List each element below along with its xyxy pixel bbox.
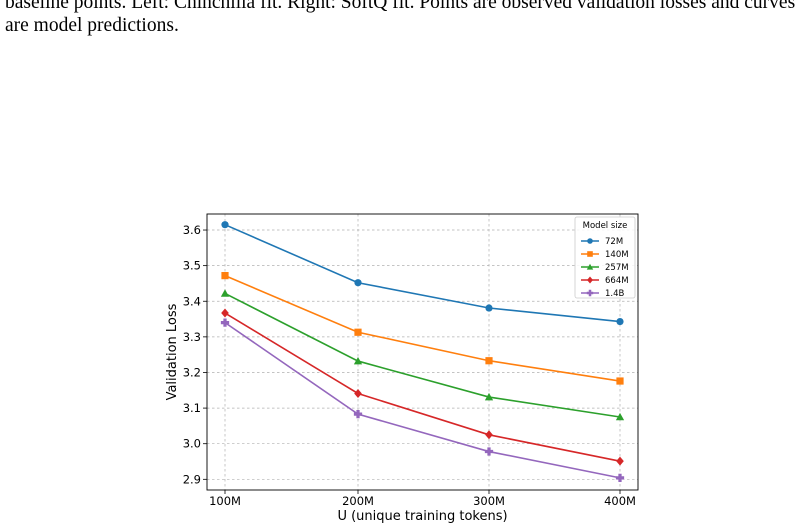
y-tick-label: 3.5 <box>183 259 201 273</box>
series-664M <box>221 308 624 466</box>
y-tick-label: 3.3 <box>183 330 201 344</box>
y-tick-label: 3.6 <box>183 223 201 237</box>
x-tick-label: 100M <box>209 494 241 508</box>
grid <box>207 214 638 490</box>
x-tick-label: 200M <box>342 494 374 508</box>
data-point <box>615 473 625 483</box>
data-point <box>485 430 493 440</box>
data-point <box>485 357 493 365</box>
data-point <box>354 279 362 287</box>
legend-label: 664M <box>605 276 629 286</box>
legend-label: 257M <box>605 263 629 273</box>
x-tick-label: 300M <box>473 494 505 508</box>
data-point <box>616 317 624 326</box>
legend-item: 72M <box>581 237 623 247</box>
data-point <box>353 356 363 365</box>
series-line <box>224 321 621 479</box>
legend-item: 664M <box>581 276 629 286</box>
legend-label: 1.4B <box>605 289 625 299</box>
data-point <box>221 308 229 318</box>
legend-marker <box>586 263 594 270</box>
data-point <box>221 221 229 229</box>
y-tick-label: 3.0 <box>183 437 201 451</box>
series-140M <box>221 272 624 385</box>
y-tick-label: 2.9 <box>183 472 201 486</box>
data-point <box>354 328 362 336</box>
data-point <box>353 410 363 419</box>
figure-caption: baseline points. Left: Chinchilla fit. R… <box>5 0 801 37</box>
plot-frame <box>206 213 639 491</box>
caption-line-2: are model predictions. <box>5 15 179 36</box>
data-point <box>616 377 624 385</box>
series-72M <box>221 221 624 326</box>
series-257M <box>220 289 625 421</box>
data-point <box>485 304 493 312</box>
series-line <box>224 223 621 323</box>
data-point <box>220 318 230 327</box>
legend: Model size 72M 140M 257M 664M 1.4B <box>574 216 636 299</box>
data-point <box>484 447 494 456</box>
legend-item: 257M <box>581 263 629 273</box>
legend-title: Model size <box>583 221 628 231</box>
legend-marker <box>587 251 593 257</box>
y-axis-label: Validation Loss <box>165 303 180 400</box>
x-axis-label: U (unique training tokens) <box>337 509 507 524</box>
series-layer <box>220 221 625 483</box>
series-1.4B <box>220 318 625 483</box>
legend-item: 140M <box>581 250 629 260</box>
x-tick-label: 400M <box>604 494 636 508</box>
series-line <box>224 292 621 418</box>
axis-ticks: 100M 200M 300M 400M 2.9 3.0 3.1 3.2 3.3 3.4 3.5 3.6 <box>183 223 636 508</box>
legend-marker <box>587 238 593 244</box>
data-point <box>615 412 625 421</box>
legend-marker <box>586 289 594 297</box>
data-point <box>616 456 624 466</box>
caption-line-1: baseline points. Left: Chinchilla fit. R… <box>5 0 796 13</box>
data-point <box>221 272 229 280</box>
legend-item: 1.4B <box>581 289 625 299</box>
series-line <box>224 274 621 382</box>
data-point <box>484 392 494 401</box>
legend-marker <box>587 276 593 284</box>
data-point <box>220 289 230 297</box>
y-tick-label: 3.2 <box>183 365 201 379</box>
y-tick-label: 3.4 <box>183 294 201 308</box>
legend-label: 140M <box>605 250 629 260</box>
series-line <box>224 312 621 462</box>
data-point <box>354 388 362 398</box>
legend-label: 72M <box>605 237 623 247</box>
y-tick-label: 3.1 <box>183 401 201 415</box>
